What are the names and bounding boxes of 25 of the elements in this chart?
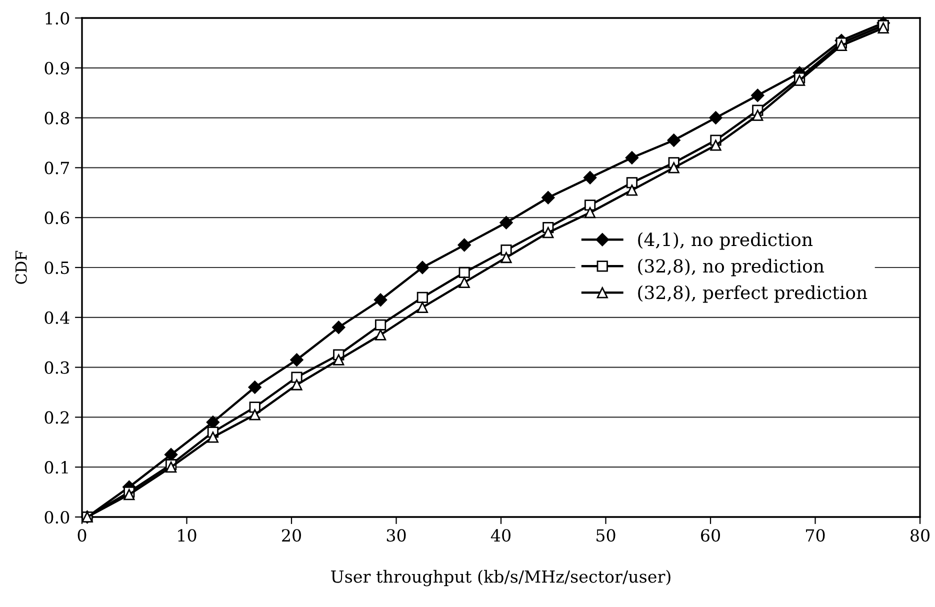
y-tick-label: 0.7 [44, 162, 69, 174]
legend-label: (32,8), no prediction [638, 258, 824, 276]
x-tick-label: 20 [282, 529, 301, 542]
x-axis-title: User throughput (kb/s/MHz/sector/user) [331, 570, 670, 586]
x-tick-label: 70 [806, 529, 825, 542]
y-tick-label: 0.2 [44, 411, 69, 424]
y-tick-label: 0.5 [44, 261, 69, 274]
x-tick-label: 10 [178, 529, 196, 542]
y-tick-label: 0.6 [44, 212, 70, 224]
x-tick-label: 0 [78, 529, 86, 542]
x-tick-label: 40 [490, 529, 510, 542]
y-tick-label: 0.9 [44, 62, 70, 74]
x-tick-label: 50 [596, 529, 616, 542]
x-tick-label: 60 [701, 529, 720, 542]
legend-label: (32,8), perfect prediction [638, 285, 868, 303]
y-tick-label: 0.8 [44, 112, 70, 124]
y-tick-label: 0.3 [44, 361, 69, 374]
legend-label: (4,1), no prediction [638, 232, 813, 250]
y-tick-label: 0.0 [44, 510, 70, 524]
y-axis-title: CDF [15, 250, 27, 284]
x-tick-label: 80 [910, 529, 930, 542]
x-tick-label: 30 [386, 529, 406, 542]
y-tick-label: 1.0 [46, 12, 70, 25]
y-tick-label: 0.1 [44, 461, 68, 474]
y-tick-label: 0.4 [44, 311, 70, 324]
